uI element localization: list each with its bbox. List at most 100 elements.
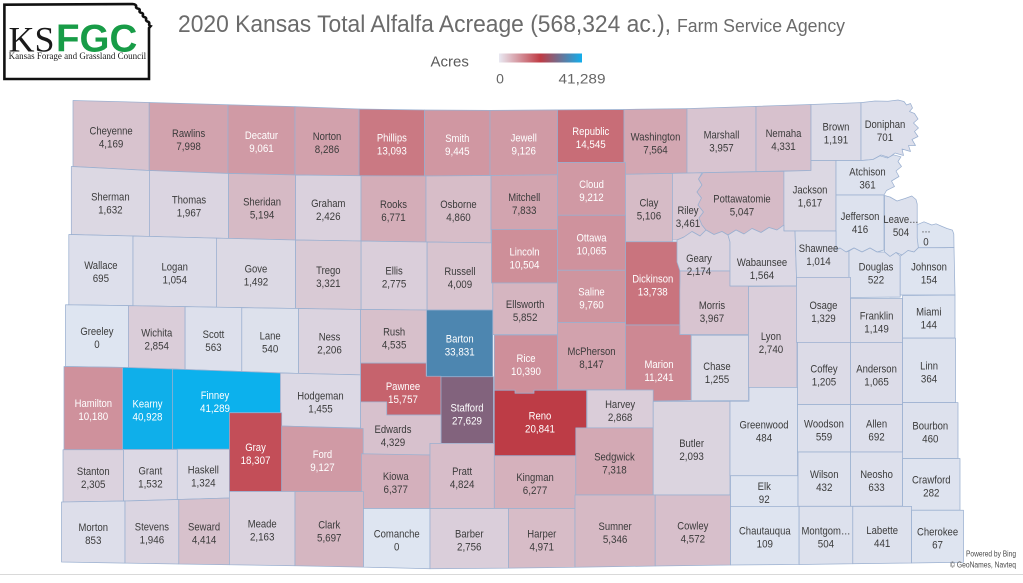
svg-text:…0: … 0	[921, 224, 931, 249]
svg-text:Powered by Bing: Powered by Bing	[966, 550, 1016, 559]
svg-text:FGC: FGC	[56, 18, 137, 61]
svg-text:Montgom…504: Montgom… 504	[801, 525, 850, 550]
svg-text:Leave…504: Leave… 504	[883, 214, 918, 239]
svg-text:Acres: Acres	[431, 53, 469, 70]
svg-text:41,289: 41,289	[559, 71, 606, 87]
svg-text:2020 Kansas Total Alfalfa Acre: 2020 Kansas Total Alfalfa Acreage (568,3…	[178, 11, 846, 38]
svg-text:© GeoNames, Navteq: © GeoNames, Navteq	[950, 561, 1016, 570]
svg-text:KS: KS	[9, 20, 55, 60]
svg-text:0: 0	[496, 71, 504, 87]
